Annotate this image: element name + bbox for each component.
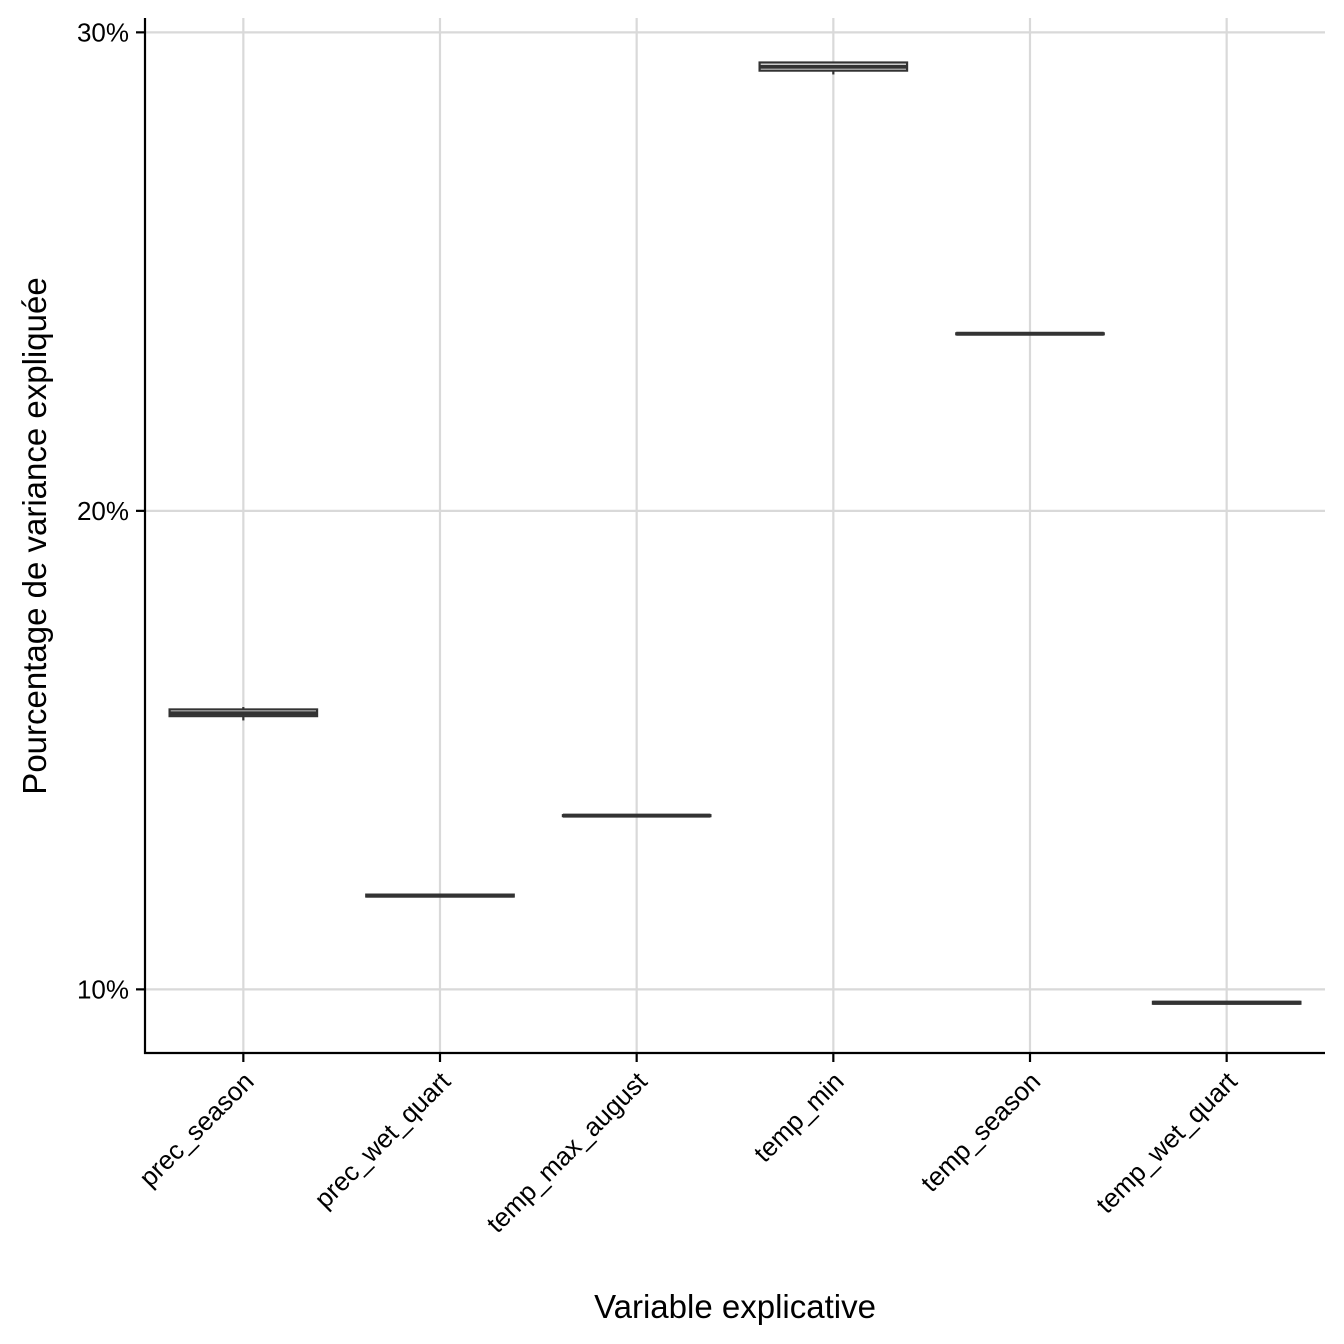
box-layer: [168, 61, 1302, 1005]
x-tick-label: prec_wet_quart: [308, 1065, 456, 1213]
x-tick-label: temp_season: [915, 1066, 1047, 1198]
y-tick-label: 10%: [77, 974, 129, 1004]
x-axis-title: Variable explicative: [594, 1288, 876, 1325]
y-tick-label: 20%: [77, 496, 129, 526]
x-tick-label: temp_max_august: [480, 1065, 653, 1238]
x-tick-label: prec_season: [133, 1066, 259, 1192]
axis-layer: 10%20%30%prec_season prec_wet_quart temp_m…: [77, 17, 1325, 1238]
x-tick-label: temp_wet_quart: [1090, 1065, 1244, 1219]
y-tick-label: 30%: [77, 17, 129, 47]
y-axis-title: Pourcentage de variance expliquée: [16, 277, 53, 794]
x-tick-label: temp_min: [748, 1066, 850, 1168]
grid-layer: [145, 18, 1325, 1053]
